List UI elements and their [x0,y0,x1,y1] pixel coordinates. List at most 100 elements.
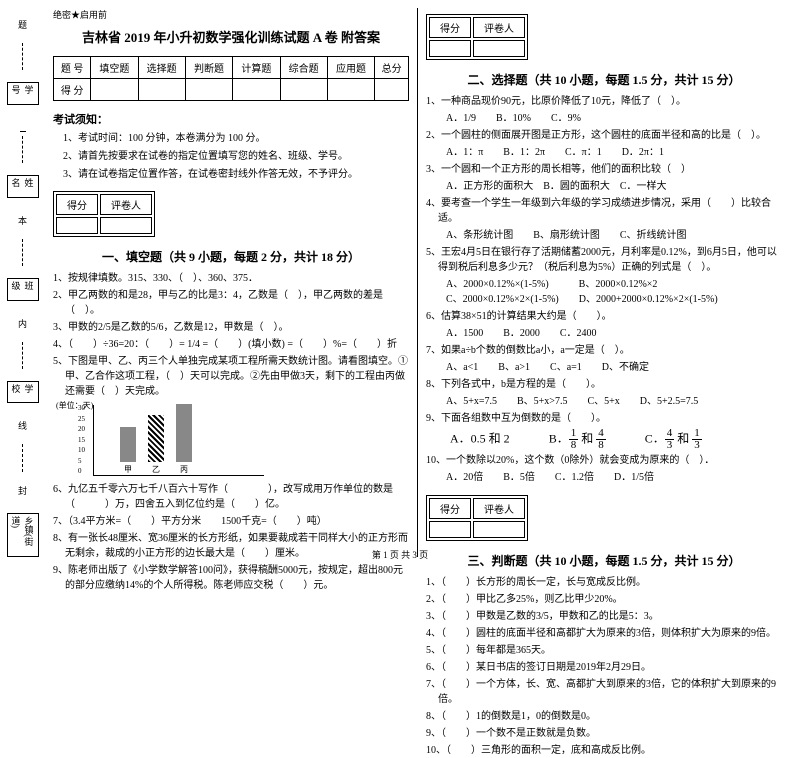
bar-label: 甲 [124,464,132,475]
gutter-field-class: 班级 [7,278,39,300]
td [473,40,525,57]
notice-heading: 考试须知： [53,111,409,127]
gutter-dash [22,444,23,471]
opt-c-prefix: C． [645,431,665,445]
gutter-marker: 本 [14,214,31,227]
options: A、a<1 B、a>1 C、a=1 D、不确定 [426,360,782,375]
question: 7、（ ）一个方体，长、宽、高都扩大到原来的3倍，它的体积扩大到原来的9倍。 [426,677,782,707]
page-footer: 第 1 页 共 3 页 [0,548,800,561]
td [185,79,232,101]
question: 7、（3.4平方米=（ ）平方分米 1500千克=（ ）吨） [53,514,409,529]
options: C、2000×0.12%×2×(1-5%) D、2000+2000×0.12%×… [426,292,782,307]
ytick: 25 [78,416,85,423]
right-column: 得分 评卷人 二、选择题（共 10 小题，每题 1.5 分，共计 15 分） 1… [418,8,790,557]
grader-label: 评卷人 [473,17,525,38]
bar-wrap: 甲 [120,427,136,475]
ytick: 30 [78,405,85,412]
table-row: 得 分 [54,79,409,101]
chart-ylabel: (单位：天) [56,400,93,411]
opt-mid: 和 [674,431,692,445]
binding-gutter: 题 学号 姓名 本 班级 内 学校 线 封 乡镇(街道) [0,0,45,565]
th: 计算题 [233,57,280,79]
notice-item: 2、请首先按要求在试卷的指定位置填写您的姓名、班级、学号。 [53,149,409,164]
bar-wrap: 乙 [148,415,164,475]
question: 7、如果a÷b个数的倒数比a小，a一定是（ ）。 [426,343,782,358]
question: 8、（ ）1的倒数是1，0的倒数是0。 [426,709,782,724]
question: 1、一种商品现价90元，比原价降低了10元，降低了（ ）。 [426,94,782,109]
ytick: 10 [78,447,85,454]
question: 9、下面各组数中互为倒数的是（ ）。 [426,411,782,426]
section-score-box: 得分 评卷人 [426,14,528,60]
chart-yticks: 30 25 20 15 10 5 0 [78,405,85,475]
td [233,79,280,101]
notice-item: 1、考试时间：100 分钟，本卷满分为 100 分。 [53,131,409,146]
score-table: 题 号 填空题 选择题 判断题 计算题 综合题 应用题 总分 得 分 [53,56,409,101]
td [56,217,98,234]
score-label: 得分 [429,17,471,38]
options-fractions: A．0.5 和 2 B．18 和 48 C．43 和 13 [426,428,782,451]
td [138,79,185,101]
th: 题 号 [54,57,91,79]
options: A．20倍 B．5倍 C．1.2倍 D．1/5倍 [426,470,782,485]
grader-label: 评卷人 [473,498,525,519]
ytick: 20 [78,426,85,433]
gutter-marker: 封 [14,484,31,497]
question: 3、一个圆和一个正方形的周长相等，他们的面积比较（ ） [426,162,782,177]
question: 1、（ ）长方形的周长一定，长与宽成反比例。 [426,575,782,590]
bar-label: 丙 [180,464,188,475]
gutter-dash [22,136,23,163]
question: 2、（ ）甲比乙多25%，则乙比甲少20%。 [426,592,782,607]
opt-b-prefix: B． [549,431,569,445]
options: A．1500 B．2000 C．2400 [426,326,782,341]
th: 选择题 [138,57,185,79]
question: 4、要考查一个学生一年级到六年级的学习成绩进步情况，采用（ ）比较合适。 [426,196,782,226]
th: 判断题 [185,57,232,79]
gutter-field-name: 姓名 [7,175,39,197]
fraction: 13 [692,428,702,451]
notice-item: 3、请在试卷指定位置作答，在试卷密封线外作答无效，不予评分。 [53,167,409,182]
question: 6、九亿五千零六万七千八百六十写作（ ），改写成用万作单位的数是（ ）万，四舍五… [53,482,409,512]
section-1-title: 一、填空题（共 9 小题，每题 2 分，共计 18 分） [53,248,409,265]
fraction: 18 [569,428,579,451]
question: 9、陈老师出版了《小学数学解答100问》，获得稿酬5000元，按规定，超出800… [53,563,409,593]
gutter-blank [20,113,26,132]
left-column: 绝密★启用前 吉林省 2019 年小升初数学强化训练试题 A 卷 附答案 题 号… [45,8,418,557]
grader-label: 评卷人 [100,194,152,215]
gutter-marker: 题 [14,18,31,31]
question: 8、下列各式中，b是方程的是（ ）。 [426,377,782,392]
section-score-box: 得分 评卷人 [426,495,528,541]
th: 综合题 [280,57,327,79]
exam-title: 吉林省 2019 年小升初数学强化训练试题 A 卷 附答案 [53,27,409,46]
options: A、条形统计图 B、扇形统计图 C、折线统计图 [426,228,782,243]
question: 1、按规律填数。315、330、（ ）、360、375． [53,271,409,286]
bar-label: 乙 [152,464,160,475]
section-2-title: 二、选择题（共 10 小题，每题 1.5 分，共计 15 分） [426,71,782,88]
fraction: 48 [596,428,606,451]
td [100,217,152,234]
question: 10、一个数除以20%，这个数（0除外）就会变成为原来的（ ）． [426,453,782,468]
td [327,79,374,101]
question: 4、（ ）÷36=20：（ ）= 1/4 =（ ）(填小数) =（ ）%=（ ）… [53,337,409,352]
question: 6、（ ）某日书店的签订日期是2019年2月29日。 [426,660,782,675]
td [280,79,327,101]
td [429,40,471,57]
question: 3、（ ）甲数是乙数的3/5，甲数和乙的比是5：3。 [426,609,782,624]
td [429,521,471,538]
gutter-dash [22,239,23,266]
options: A．1：π B．1：2π C．π：1 D．2π：1 [426,145,782,160]
confidential-tag: 绝密★启用前 [53,8,409,21]
opt-a: A．0.5 和 2 [450,431,510,445]
question: 10、（ ）三角形的面积一定，底和高成反比例。 [426,743,782,758]
bar [176,404,192,462]
fraction: 43 [665,428,675,451]
question: 3、甲数的2/5是乙数的5/6，乙数是12，甲数是（ ）。 [53,320,409,335]
question: 6、估算38×51的计算结果大约是（ ）。 [426,309,782,324]
bar [148,415,164,462]
td [473,521,525,538]
options: A、5+x=7.5 B、5+x>7.5 C、5+x D、5+2.5=7.5 [426,394,782,409]
bar-wrap: 丙 [176,404,192,475]
score-label: 得分 [429,498,471,519]
content-columns: 绝密★启用前 吉林省 2019 年小升初数学强化训练试题 A 卷 附答案 题 号… [45,0,800,565]
question: 5、（ ）每年都是365天。 [426,643,782,658]
gutter-dash [22,43,23,70]
